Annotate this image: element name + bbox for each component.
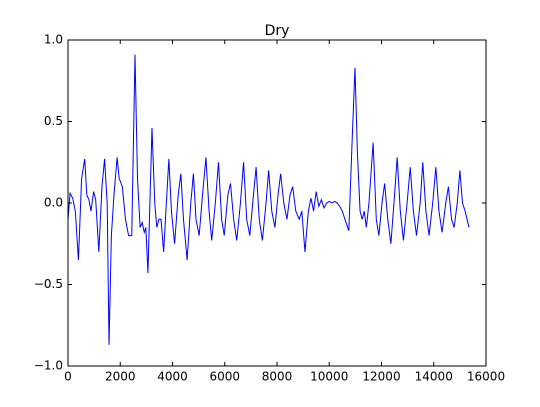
x-tick-label: 4000 [157, 370, 188, 384]
x-tick-label: 8000 [262, 370, 293, 384]
x-tick-label: 0 [64, 370, 72, 384]
data-line [67, 54, 470, 345]
x-tick-label: 16000 [467, 370, 505, 384]
y-tick-label: −1.0 [34, 359, 63, 373]
x-tick-label: 14000 [415, 370, 453, 384]
y-tick-label: 0.0 [44, 196, 63, 210]
chart-title: Dry [265, 23, 290, 39]
y-tick-label: 1.0 [44, 33, 63, 47]
y-tick-label: 0.5 [44, 114, 63, 128]
x-tick-label: 10000 [310, 370, 348, 384]
y-tick-label: −0.5 [34, 277, 63, 291]
x-tick-label: 2000 [105, 370, 136, 384]
x-tick-label: 12000 [362, 370, 400, 384]
x-tick-label: 6000 [209, 370, 240, 384]
